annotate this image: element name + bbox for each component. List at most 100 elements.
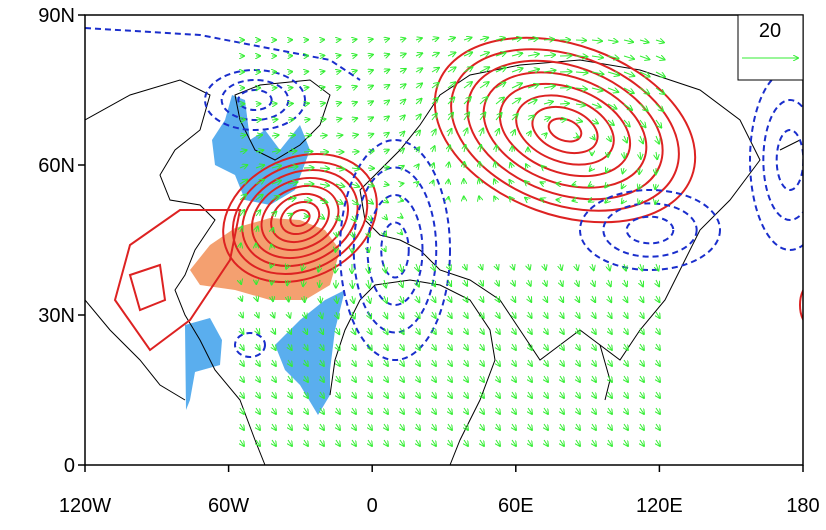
y-tick-label: 60N bbox=[38, 155, 75, 177]
wind-vector bbox=[608, 392, 612, 398]
wind-vector bbox=[656, 376, 660, 382]
wind-vector bbox=[496, 392, 500, 398]
wind-vector bbox=[560, 376, 564, 382]
wind-vector bbox=[608, 424, 612, 430]
wind-vector bbox=[400, 132, 404, 136]
wind-vector bbox=[464, 280, 467, 286]
wind-vector bbox=[368, 392, 372, 398]
wind-vector bbox=[320, 296, 321, 303]
wind-vector bbox=[384, 184, 389, 185]
wind-vector bbox=[496, 440, 500, 446]
wind-vector bbox=[432, 344, 436, 350]
wind-vector bbox=[480, 440, 484, 446]
wind-vector bbox=[448, 53, 455, 56]
wind-vector bbox=[288, 119, 294, 120]
wind-vector bbox=[368, 55, 373, 56]
wind-vector bbox=[528, 264, 530, 270]
wind-vector bbox=[576, 440, 580, 446]
wind-vector bbox=[608, 88, 618, 92]
wind-vector bbox=[464, 312, 468, 318]
wind-vector bbox=[656, 40, 664, 43]
wind-vector bbox=[560, 312, 564, 318]
wind-vector bbox=[400, 200, 403, 201]
wind-vector bbox=[480, 344, 484, 350]
wind-vector bbox=[464, 440, 468, 446]
wind-vector bbox=[400, 408, 404, 414]
wind-vector bbox=[416, 360, 420, 366]
wind-vector bbox=[496, 376, 500, 382]
wind-vector bbox=[480, 264, 482, 269]
wind-vector bbox=[624, 360, 628, 366]
wind-vector bbox=[240, 392, 244, 398]
wind-vector bbox=[432, 146, 435, 152]
wind-vector bbox=[448, 392, 452, 398]
wind-vector bbox=[509, 180, 512, 184]
wind-vector bbox=[368, 360, 372, 366]
wind-vector bbox=[240, 424, 244, 430]
wind-vector bbox=[368, 86, 373, 88]
wind-vector bbox=[256, 119, 261, 120]
wind-vector bbox=[576, 280, 579, 286]
wind-vector bbox=[240, 440, 244, 446]
wind-vector bbox=[512, 440, 516, 446]
wind-vector bbox=[384, 296, 387, 303]
wind-vector bbox=[240, 119, 245, 120]
wind-vector bbox=[352, 360, 356, 366]
wind-vector bbox=[416, 392, 420, 398]
wind-vector bbox=[368, 101, 373, 104]
wind-vector bbox=[592, 328, 596, 334]
wind-vector bbox=[272, 408, 276, 414]
wind-vector bbox=[432, 53, 439, 56]
wind-vector bbox=[494, 196, 496, 200]
wind-vector bbox=[544, 408, 548, 414]
wind-vector bbox=[590, 168, 592, 171]
wind-vector bbox=[528, 424, 532, 430]
wind-vector bbox=[416, 424, 420, 430]
wind-vector bbox=[464, 360, 468, 366]
wind-vector bbox=[464, 82, 472, 88]
wind-vector bbox=[592, 344, 596, 350]
wind-vector bbox=[448, 440, 452, 446]
wind-vector bbox=[512, 53, 522, 56]
wind-vector bbox=[368, 264, 369, 273]
wind-vector bbox=[560, 344, 564, 350]
wind-vector bbox=[416, 376, 420, 382]
wind-vector bbox=[528, 296, 531, 302]
wind-vector bbox=[576, 344, 580, 350]
wind-vector bbox=[608, 136, 611, 141]
wind-vector bbox=[512, 130, 515, 136]
wind-vector bbox=[416, 164, 419, 168]
wind-vector bbox=[384, 116, 389, 120]
wind-vector bbox=[432, 296, 435, 302]
wind-vector bbox=[352, 102, 357, 104]
wind-vector bbox=[288, 408, 292, 414]
wind-vector bbox=[384, 392, 388, 398]
wind-vector bbox=[432, 360, 436, 366]
wind-vector bbox=[416, 68, 422, 72]
wind-vector bbox=[336, 71, 341, 72]
wind-vector bbox=[510, 163, 512, 168]
wind-vector bbox=[416, 344, 420, 350]
wind-vector bbox=[496, 408, 500, 414]
wind-vector bbox=[400, 344, 404, 350]
wind-vector bbox=[288, 424, 292, 430]
wind-vector bbox=[640, 376, 644, 382]
wind-vector bbox=[256, 344, 260, 350]
wind-vector bbox=[368, 424, 372, 430]
wind-vector bbox=[496, 129, 499, 136]
wind-vector bbox=[592, 296, 595, 302]
wind-vector bbox=[624, 344, 628, 350]
wind-vector bbox=[656, 104, 663, 111]
wind-vector bbox=[608, 40, 618, 42]
wind-vector bbox=[624, 280, 627, 286]
wind-vector bbox=[624, 312, 628, 318]
wind-vector bbox=[320, 184, 329, 186]
wind-vector bbox=[576, 136, 579, 137]
wind-vector bbox=[512, 376, 516, 382]
wind-vector bbox=[384, 344, 388, 350]
wind-vector bbox=[464, 128, 467, 136]
wind-vector bbox=[496, 424, 500, 430]
wind-vector bbox=[352, 118, 357, 120]
wind-vector bbox=[384, 376, 388, 382]
wind-vector bbox=[512, 98, 520, 104]
